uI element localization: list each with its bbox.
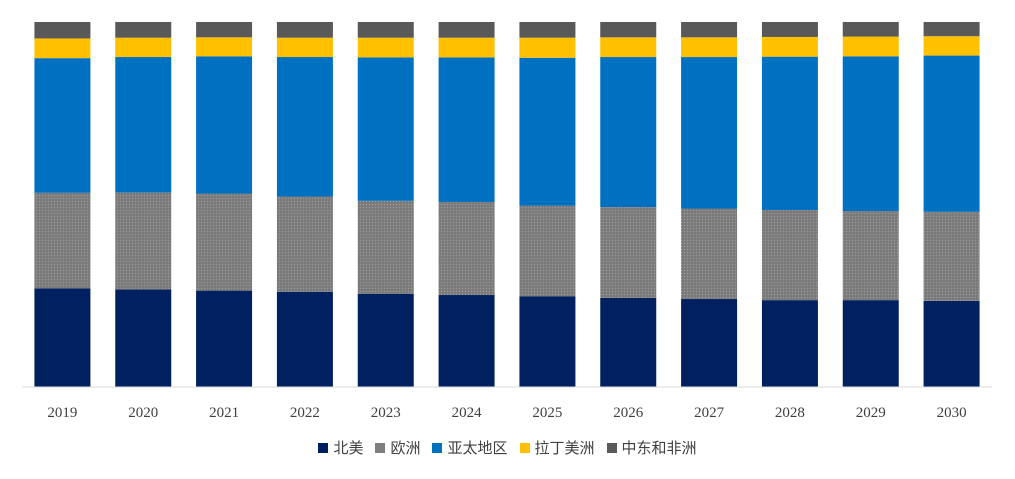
- legend-label: 中东和非洲: [621, 439, 697, 457]
- bar-segment-2027-3: [681, 37, 738, 58]
- bar-segment-2024-0: [438, 295, 495, 387]
- bar-segment-2019-3: [34, 38, 91, 59]
- bar-segment-2022-0: [276, 291, 333, 388]
- bar-segment-2025-0: [519, 296, 576, 387]
- x-tick-label: 2028: [775, 405, 805, 421]
- bar-segment-2029-3: [842, 36, 899, 57]
- bar-segment-2020-2: [115, 57, 172, 193]
- x-tick-label: 2023: [371, 405, 401, 421]
- bar-segment-2019-0: [34, 288, 91, 387]
- bar-segment-2024-1: [438, 201, 495, 296]
- bar-segment-2028-4: [761, 22, 818, 37]
- bar-segment-2029-2: [842, 56, 899, 212]
- x-tick-label: 2021: [209, 405, 239, 421]
- bar-segment-2027-1: [681, 208, 738, 300]
- bar-segment-2022-1: [276, 196, 333, 292]
- bar-segment-2027-2: [681, 57, 738, 209]
- bar-segment-2028-2: [761, 56, 818, 210]
- x-tick-label: 2022: [290, 405, 320, 421]
- bar-segment-2030-4: [923, 22, 980, 37]
- bar-segment-2021-3: [196, 37, 253, 57]
- bar-segment-2026-1: [600, 207, 657, 298]
- bar-segment-2023-3: [357, 37, 414, 58]
- x-tick-label: 2019: [47, 405, 77, 421]
- bar-segment-2022-3: [276, 37, 333, 58]
- bar-segment-2026-0: [600, 297, 657, 387]
- bar-segment-2023-1: [357, 200, 414, 294]
- bar-segment-2030-1: [923, 211, 980, 301]
- bar-segment-2030-0: [923, 300, 980, 387]
- bar-segment-2030-3: [923, 36, 980, 56]
- bar-segment-2026-3: [600, 37, 657, 58]
- stacked-bar-chart: 2019 2020 2021 2022 2023 2024 2025 2026 2027 2028…: [22, 22, 992, 421]
- bar-segment-2024-3: [438, 37, 495, 58]
- legend-label: 北美: [333, 439, 364, 457]
- bar-segment-2026-4: [600, 22, 657, 38]
- legend-swatch: [432, 443, 443, 453]
- bar-segment-2028-0: [761, 300, 818, 387]
- bar-segment-2023-2: [357, 57, 414, 201]
- legend-label: 亚太地区: [447, 439, 508, 457]
- bar-segment-2020-1: [115, 192, 172, 290]
- bar-segment-2023-4: [357, 22, 414, 38]
- x-tick-label: 2029: [856, 405, 886, 421]
- bar-segment-2026-2: [600, 57, 657, 208]
- bar-segment-2029-1: [842, 211, 899, 301]
- legend-swatch: [318, 443, 329, 453]
- bar-segment-2027-0: [681, 299, 738, 387]
- x-tick-label: 2030: [937, 405, 967, 421]
- bar-segment-2022-2: [276, 57, 333, 197]
- bar-segment-2020-0: [115, 289, 172, 387]
- bar-segment-2020-4: [115, 22, 172, 38]
- bar-segment-2021-2: [196, 56, 253, 194]
- bar-segment-2019-4: [34, 22, 91, 39]
- legend-item: 亚太地区: [432, 437, 508, 458]
- bar-segment-2028-3: [761, 36, 818, 57]
- legend-swatch: [519, 443, 530, 453]
- bar-segment-2021-1: [196, 193, 253, 291]
- legend: 北美 欧洲 亚太地区 拉丁美洲 中东和非洲: [0, 437, 1015, 458]
- bar-segment-2023-0: [357, 293, 414, 388]
- bar-segment-2019-2: [34, 58, 91, 193]
- legend-label: 欧洲: [390, 439, 421, 457]
- bar-segment-2025-2: [519, 57, 576, 206]
- x-axis-ticks: 2019 2020 2021 2022 2023 2024 2025 2026 2027 2028…: [47, 405, 966, 421]
- bar-segment-2027-4: [681, 22, 738, 38]
- bar-segment-2029-4: [842, 22, 899, 37]
- bars-layer: [34, 22, 980, 388]
- legend-item: 中东和非洲: [606, 437, 697, 458]
- x-tick-label: 2026: [613, 405, 644, 421]
- legend-swatch: [375, 443, 386, 453]
- bar-segment-2024-2: [438, 57, 495, 202]
- legend-item: 北美: [318, 437, 363, 458]
- legend-item: 拉丁美洲: [519, 437, 595, 458]
- bar-segment-2022-4: [276, 22, 333, 38]
- x-tick-label: 2025: [532, 405, 562, 421]
- bar-segment-2021-0: [196, 290, 253, 387]
- bar-segment-2020-3: [115, 37, 172, 58]
- bar-segment-2028-1: [761, 209, 818, 301]
- bar-segment-2030-2: [923, 55, 980, 212]
- legend-label: 拉丁美洲: [534, 439, 595, 457]
- legend-swatch: [606, 443, 617, 453]
- bar-segment-2025-1: [519, 205, 576, 297]
- x-tick-label: 2020: [128, 405, 158, 421]
- bar-segment-2024-4: [438, 22, 495, 38]
- bar-segment-2025-3: [519, 37, 576, 58]
- bar-segment-2025-4: [519, 22, 576, 38]
- x-tick-label: 2027: [694, 405, 725, 421]
- bar-segment-2021-4: [196, 22, 253, 38]
- bar-segment-2029-0: [842, 300, 899, 387]
- legend-item: 欧洲: [375, 437, 420, 458]
- x-tick-label: 2024: [452, 405, 483, 421]
- bar-segment-2019-1: [34, 192, 91, 289]
